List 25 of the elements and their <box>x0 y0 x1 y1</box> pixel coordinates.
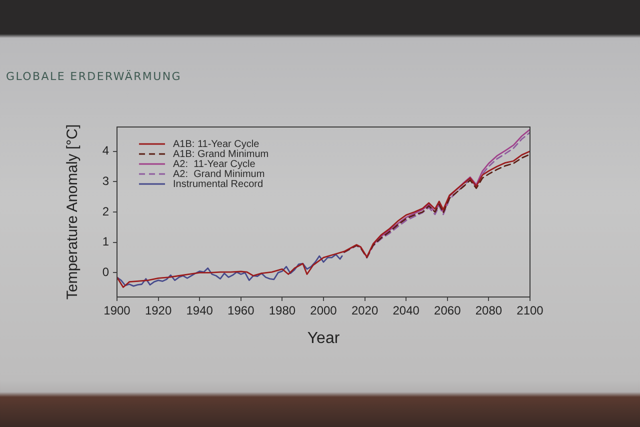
x-tick-label: 1960 <box>228 304 255 318</box>
legend-label: A1B: Grand Minimum <box>173 148 269 160</box>
y-tick-label: 4 <box>102 144 110 158</box>
x-tick-label: 2040 <box>392 304 420 318</box>
y-tick-label: 0 <box>102 265 110 280</box>
x-tick-label: 1920 <box>144 304 172 318</box>
x-tick-label: 1900 <box>104 304 131 318</box>
y-tick-label: 1 <box>102 234 110 249</box>
chart-title: GLOBALE ERDERWÄRMUNG <box>6 70 182 83</box>
x-axis-title: Year <box>307 330 340 347</box>
x-tick-label: 2060 <box>434 304 462 318</box>
y-tick-label: 2 <box>102 204 110 218</box>
y-axis-title: Temperature Anomaly [°C] <box>64 124 82 300</box>
x-tick-label: 2000 <box>310 304 338 318</box>
legend-label: Instrumental Record <box>173 178 264 190</box>
legend-label: A1B: 11-Year Cycle <box>173 138 260 150</box>
x-tick-label: 1980 <box>268 304 296 318</box>
legend-label: A2: Grand Minimum <box>173 168 265 180</box>
x-tick-label: 2080 <box>475 304 502 318</box>
y-tick-label: 3 <box>102 174 110 188</box>
legend-label: A2: 11-Year Cycle <box>173 158 256 170</box>
x-tick-label: 2020 <box>351 304 378 318</box>
x-tick-label: 1940 <box>186 304 214 318</box>
line-series <box>343 154 530 258</box>
x-tick-label: 2100 <box>516 304 544 318</box>
